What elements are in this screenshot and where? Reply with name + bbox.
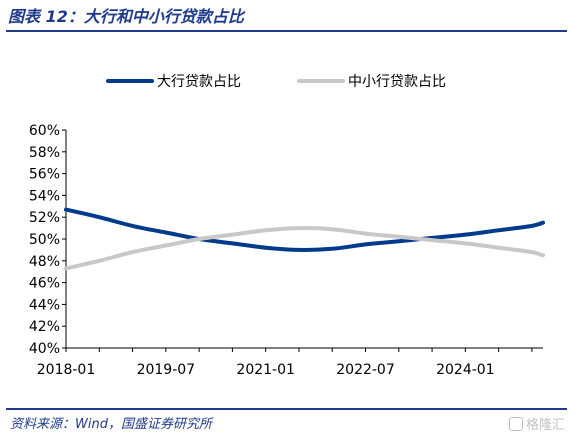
series-line-1 [64, 207, 545, 252]
y-tick-label: 48% [29, 254, 60, 270]
x-tick-label: 2022-07 [336, 362, 395, 378]
y-tick-label: 52% [29, 210, 60, 226]
y-tick-label: 60% [29, 123, 60, 139]
source-rule [6, 408, 567, 410]
y-tick-label: 56% [29, 167, 60, 183]
y-tick-label: 54% [29, 188, 60, 204]
x-tick-label: 2021-01 [236, 362, 295, 378]
source-note: 资料来源：Wind，国盛证券研究所 [10, 417, 212, 432]
x-tick-label: 2024-01 [436, 362, 495, 378]
figure-title: 图表 12：大行和中小行贷款占比 [8, 7, 244, 26]
series-group [64, 207, 545, 271]
watermark: 格隆汇 [508, 414, 565, 433]
y-tick-label: 46% [29, 276, 60, 292]
y-axis: 40% 42% 44% 46% 48% 50% 52% 54% 56% 58% 60% [29, 123, 67, 357]
y-tick-label: 50% [29, 232, 60, 248]
watermark-text: 格隆汇 [525, 418, 565, 433]
x-axis: 2018-01 2019-07 2021-01 2022-07 2024-01 [37, 347, 543, 378]
legend-label-2: 中小行贷款占比 [348, 74, 446, 90]
legend-label-1: 大行贷款占比 [157, 74, 241, 90]
x-tick-label: 2019-07 [137, 362, 196, 378]
y-tick-label: 58% [29, 145, 60, 161]
y-tick-label: 42% [29, 319, 60, 335]
series-line-2 [64, 226, 545, 271]
legend: 大行贷款占比 中小行贷款占比 [106, 74, 446, 90]
y-tick-label: 44% [29, 297, 60, 313]
title-rule [6, 30, 567, 32]
y-tick-label: 40% [29, 341, 60, 357]
x-tick-label: 2018-01 [37, 362, 96, 378]
watermark-logo-icon [508, 416, 523, 431]
